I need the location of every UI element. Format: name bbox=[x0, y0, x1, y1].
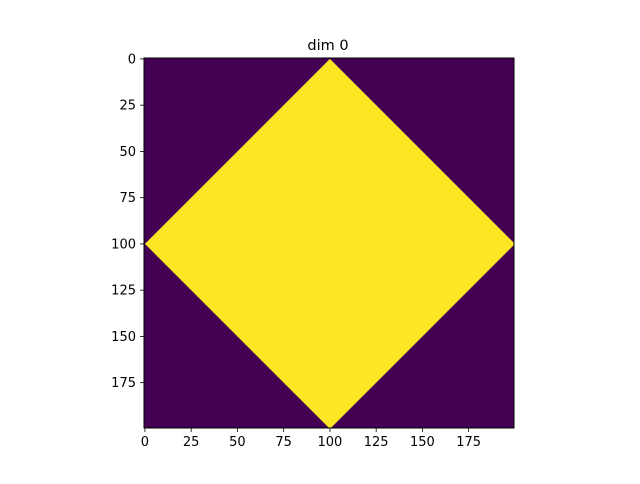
heatmap-active-region bbox=[144, 58, 515, 429]
x-axis: 0 25 50 75 100 125 150 175 bbox=[141, 428, 481, 450]
x-tick-label: 50 bbox=[229, 435, 246, 450]
y-tick-label: 150 bbox=[111, 330, 136, 345]
y-tick-label: 100 bbox=[111, 237, 136, 252]
y-axis: 0 25 50 75 100 125 150 175 bbox=[111, 52, 144, 391]
x-tick-label: 100 bbox=[318, 435, 343, 450]
x-tick-label: 25 bbox=[183, 435, 200, 450]
y-tick-label: 125 bbox=[111, 284, 136, 299]
y-tick-label: 75 bbox=[119, 191, 136, 206]
y-tick-label: 175 bbox=[111, 376, 136, 391]
x-tick-label: 175 bbox=[456, 435, 481, 450]
y-tick-label: 50 bbox=[119, 145, 136, 160]
plot-area bbox=[143, 57, 515, 429]
x-tick-label: 0 bbox=[141, 435, 149, 450]
chart-title: dim 0 bbox=[307, 38, 348, 54]
y-tick-label: 0 bbox=[128, 52, 136, 67]
x-tick-label: 75 bbox=[275, 435, 292, 450]
y-tick-label: 25 bbox=[119, 99, 136, 114]
plot-frame bbox=[143, 57, 515, 429]
x-tick-label: 150 bbox=[410, 435, 435, 450]
x-tick-label: 125 bbox=[364, 435, 389, 450]
